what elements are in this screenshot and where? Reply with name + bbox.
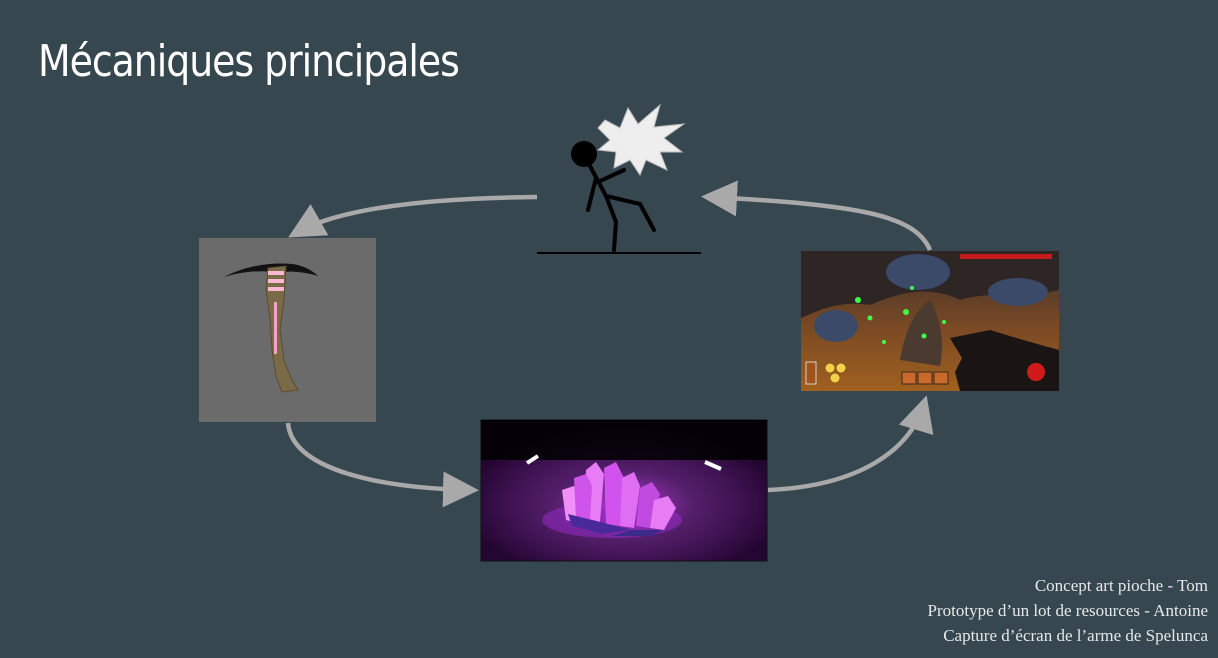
credit-pickaxe: Concept art pioche - Tom: [1034, 576, 1208, 595]
resource-crystal-prototype: [480, 419, 768, 562]
credit-resources: Prototype d’un lot de resources - Antoin…: [927, 601, 1208, 620]
arrow-figure-to-pickaxe: [288, 194, 538, 238]
impact-burst-icon: [596, 103, 686, 177]
pickaxe-concept-art: [199, 238, 376, 422]
arrow-crystal-to-game: [767, 395, 934, 493]
arrow-game-to-figure: [701, 180, 933, 251]
stick-figure-hit-icon: [537, 103, 701, 254]
slide-title: Mécaniques principales: [38, 36, 460, 87]
image-credits: Concept art pioche - Tom Prototype d’un …: [928, 573, 1208, 648]
credit-screenshot: Capture d’écran de l’arme de Spelunca: [943, 626, 1208, 645]
cycle-arrows: [285, 180, 934, 508]
arrow-pickaxe-to-crystal: [285, 422, 479, 508]
spelunca-weapon-screenshot: [801, 251, 1059, 391]
